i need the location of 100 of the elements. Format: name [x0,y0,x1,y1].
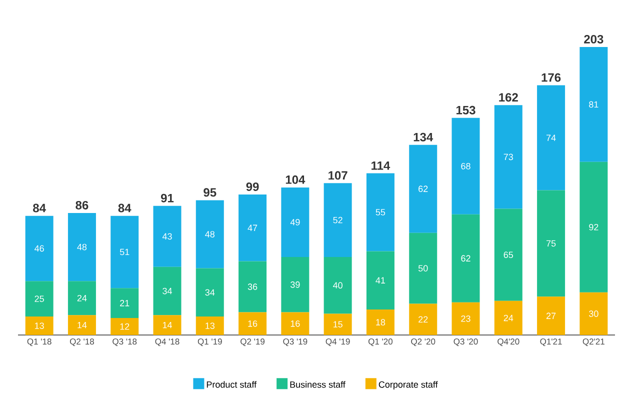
total-label: 153 [456,106,476,114]
legend-label: Business staff [290,381,346,388]
data-label: 34 [205,289,215,296]
total-label: 99 [246,182,259,191]
total-label: 114 [372,161,390,170]
bar [68,281,96,316]
bar [537,85,566,190]
bar [409,304,438,335]
total-label: 104 [286,175,306,184]
bar [366,251,394,310]
bar [196,200,224,268]
bar [196,316,224,335]
x-tick-label: Q4'20 [498,338,520,346]
bar [494,208,522,301]
bar [196,268,224,317]
bar [25,216,54,282]
data-label: 40 [333,282,342,289]
total-label: 84 [33,204,46,212]
data-label: 75 [546,240,556,247]
x-tick-label: Q4 '18 [155,338,180,346]
x-tick-label: Q1 '19 [198,338,222,346]
data-label: 15 [334,321,342,328]
data-label: 55 [376,209,386,216]
data-label: 34 [162,288,172,294]
bar [324,256,352,314]
total-label: 91 [161,194,174,202]
data-label: 12 [120,323,130,330]
data-label: 48 [205,231,215,238]
data-label: 65 [504,252,514,258]
bar [324,314,352,335]
x-tick-label: Q2 '20 [411,338,436,346]
data-label: 30 [589,310,598,317]
bar [110,318,139,335]
data-label: 13 [206,322,215,329]
data-label: 24 [77,294,87,302]
data-label: 48 [77,244,87,250]
data-label: 62 [418,186,428,192]
data-label: 43 [162,233,172,240]
data-label: 25 [34,296,44,302]
x-tick-label: Q3 '19 [283,338,308,346]
bar [68,212,96,282]
data-label: 81 [589,101,598,108]
bar [68,315,96,335]
bar [580,162,608,292]
bar [110,288,139,318]
data-label: 27 [546,312,556,319]
total-label: 107 [328,171,348,180]
bar [409,144,438,233]
data-label: 92 [589,224,598,230]
legend-label: Corporate staff [378,381,438,390]
bar [537,296,566,335]
data-label: 74 [546,134,556,141]
x-tick-label: Q4 '19 [326,338,350,346]
total-label: 95 [204,188,216,197]
data-label: 50 [418,265,428,272]
data-label: 49 [290,219,300,226]
data-label: 14 [162,322,172,328]
bar [324,183,352,257]
data-label: 23 [461,315,470,322]
bar [153,266,182,316]
data-label: 16 [290,320,300,327]
data-label: 41 [376,277,386,284]
bar [366,309,394,335]
data-label: 13 [35,322,44,329]
data-label: 36 [248,284,258,290]
bar [366,173,394,252]
data-label: 68 [461,162,470,170]
x-tick-label: Q3 '18 [112,338,137,346]
bar [25,281,54,317]
bar [281,312,310,335]
data-label: 73 [504,154,513,160]
bar [110,216,139,288]
x-tick-label: Q2 '19 [240,338,265,346]
bar [409,232,438,304]
bar [452,118,480,214]
data-label: 51 [120,248,130,256]
data-label: 52 [333,216,342,224]
data-label: 39 [290,281,300,288]
bar [452,214,480,302]
data-label: 46 [34,245,44,252]
bar [494,300,522,335]
bar [452,302,480,335]
x-tick-label: Q2 '18 [70,338,94,346]
x-tick-label: Q2'21 [582,338,604,346]
bar [494,105,522,209]
total-label: 86 [76,200,88,210]
data-label: 18 [376,319,386,326]
bar [238,261,267,312]
bar [580,46,608,162]
total-label: 134 [414,132,434,142]
bar [153,315,182,335]
bar [537,190,566,297]
total-label: 162 [499,93,518,102]
legend-label: Product staff [206,381,257,388]
data-label: 21 [120,300,130,306]
total-label: 84 [118,204,132,212]
bar [238,194,267,262]
bar [281,187,310,257]
data-label: 24 [504,314,514,322]
data-label: 14 [78,322,87,328]
